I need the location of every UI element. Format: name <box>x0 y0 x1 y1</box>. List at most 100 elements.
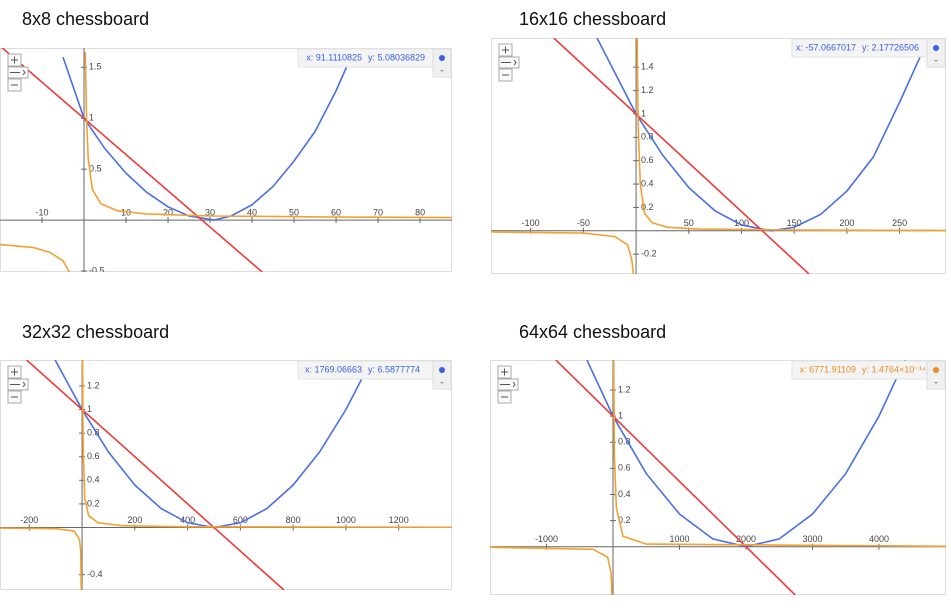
curve <box>596 38 922 232</box>
x-tick-label: 50 <box>684 218 694 228</box>
x-tick-label: 60 <box>331 207 341 217</box>
y-tick-label: 1 <box>618 411 623 421</box>
plot-area: -1000 1000 2000 3000 4000 0.2 0.4 0.6 0.8 1 1.2 <box>490 360 946 595</box>
y-tick-label: 0.6 <box>618 463 631 473</box>
x-tick-label: 20 <box>163 207 173 217</box>
readout-x: x: 6771.91109 <box>800 364 856 374</box>
readout-y: y: 2.17726506 <box>862 42 919 52</box>
zoom-in-icon <box>11 56 18 64</box>
y-tick-label: 1 <box>641 108 646 118</box>
readout-x: x: 1769.06663 <box>305 364 362 374</box>
series-toggle[interactable] <box>926 360 946 390</box>
chart-title: 64x64 chessboard <box>519 322 666 342</box>
curve <box>553 38 810 274</box>
readout-x: x: 91.1110825 <box>306 52 362 62</box>
series-dot <box>439 367 445 373</box>
series-dot <box>933 45 939 51</box>
y-tick-label: 0.8 <box>87 428 100 438</box>
y-tick-label: 0.6 <box>641 155 654 165</box>
x-tick-label: 200 <box>127 515 142 525</box>
plot-frame <box>490 360 946 595</box>
readout-x: x: -57.0667017 <box>796 42 856 52</box>
y-tick-label: 0.4 <box>87 475 100 485</box>
x-tick-label: 30 <box>205 207 215 217</box>
chart-title: 16x16 chessboard <box>519 9 666 29</box>
x-tick-label: 600 <box>233 515 248 525</box>
x-tick-label: 4000 <box>869 534 889 544</box>
y-tick-label: 0.6 <box>87 451 100 461</box>
plot-frame <box>491 38 946 274</box>
pan-icon <box>10 381 26 388</box>
dropdown-arrow <box>440 70 444 72</box>
y-tick-label: 0.8 <box>641 132 654 142</box>
x-tick-label: 70 <box>373 207 383 217</box>
series-dot <box>933 367 939 373</box>
y-tick-label: -0.5 <box>89 265 105 275</box>
plot-frame <box>0 48 452 272</box>
x-tick-label: 200 <box>839 218 854 228</box>
readout-y: y: 1.4764×10⁻¹⁴ <box>862 364 926 374</box>
curve <box>555 360 796 595</box>
x-tick-label: 2000 <box>736 534 756 544</box>
curve <box>62 56 350 221</box>
pan-icon <box>501 59 517 66</box>
plot-area: -10 10 20 30 40 50 60 70 80-0.50.511.5 <box>0 48 452 275</box>
x-tick-label: 800 <box>286 515 301 525</box>
x-tick-label: 40 <box>247 207 257 217</box>
series-toggle[interactable] <box>432 360 452 390</box>
y-tick-label: -0.4 <box>87 569 103 579</box>
curve <box>491 38 946 274</box>
x-tick-label: -200 <box>20 515 38 525</box>
x-tick-label: -50 <box>577 218 590 228</box>
zoom-in-icon <box>502 46 509 54</box>
curve <box>26 360 285 590</box>
x-tick-label: -10 <box>35 207 48 217</box>
x-tick-label: 150 <box>787 218 802 228</box>
y-tick-label: 0.4 <box>641 178 654 188</box>
y-tick-label: 1.4 <box>641 62 654 72</box>
y-tick-label: 0.2 <box>641 202 654 212</box>
series-toggle[interactable] <box>432 48 452 78</box>
plot-area: -200 200 400 600 800 1000 1200 -0.4 0.2 0.4 0.6 0.8… <box>0 360 452 590</box>
x-tick-label: 50 <box>289 207 299 217</box>
curve <box>1 48 263 272</box>
zoom-in-icon <box>501 368 508 376</box>
x-tick-label: 80 <box>415 207 425 217</box>
curve <box>0 360 452 590</box>
series-toggle[interactable] <box>926 38 946 68</box>
pan-icon <box>10 69 26 76</box>
dropdown-arrow <box>934 60 938 62</box>
x-tick-label: 1000 <box>669 534 689 544</box>
chart-title: 8x8 chessboard <box>22 9 149 29</box>
y-tick-label: 0.8 <box>618 437 631 447</box>
curve <box>0 52 452 272</box>
y-tick-label: 1 <box>89 113 94 123</box>
series-dot <box>439 55 445 61</box>
y-tick-label: 0.2 <box>87 498 100 508</box>
x-tick-label: 100 <box>734 218 749 228</box>
x-tick-label: 400 <box>180 515 195 525</box>
y-tick-label: 1.2 <box>618 384 631 394</box>
y-tick-label: -0.2 <box>641 249 657 259</box>
dropdown-arrow <box>440 382 444 384</box>
y-tick-label: 0.4 <box>618 489 631 499</box>
zoom-in-icon <box>11 368 18 376</box>
plot-frame <box>0 360 452 590</box>
x-tick-label: 250 <box>892 218 907 228</box>
y-tick-label: 1.2 <box>641 85 654 95</box>
y-tick-label: 1.5 <box>89 62 102 72</box>
x-tick-label: 1000 <box>336 515 356 525</box>
pan-icon <box>500 381 516 388</box>
readout-y: y: 6.5877774 <box>368 364 420 374</box>
chart-title: 32x32 chessboard <box>22 322 169 342</box>
y-tick-label: 1 <box>87 404 92 414</box>
y-tick-label: 0.2 <box>618 515 631 525</box>
plot-area: -100 -50 50 100 150 200 250 -0.2 0.2 0.4 0.6 0.8 1 1.… <box>491 38 946 274</box>
readout-y: y: 5.08036829 <box>368 52 425 62</box>
x-tick-label: 3000 <box>802 534 822 544</box>
x-tick-label: -100 <box>522 218 540 228</box>
dropdown-arrow <box>934 382 938 384</box>
curve <box>490 360 946 595</box>
y-tick-label: 0.5 <box>89 164 102 174</box>
